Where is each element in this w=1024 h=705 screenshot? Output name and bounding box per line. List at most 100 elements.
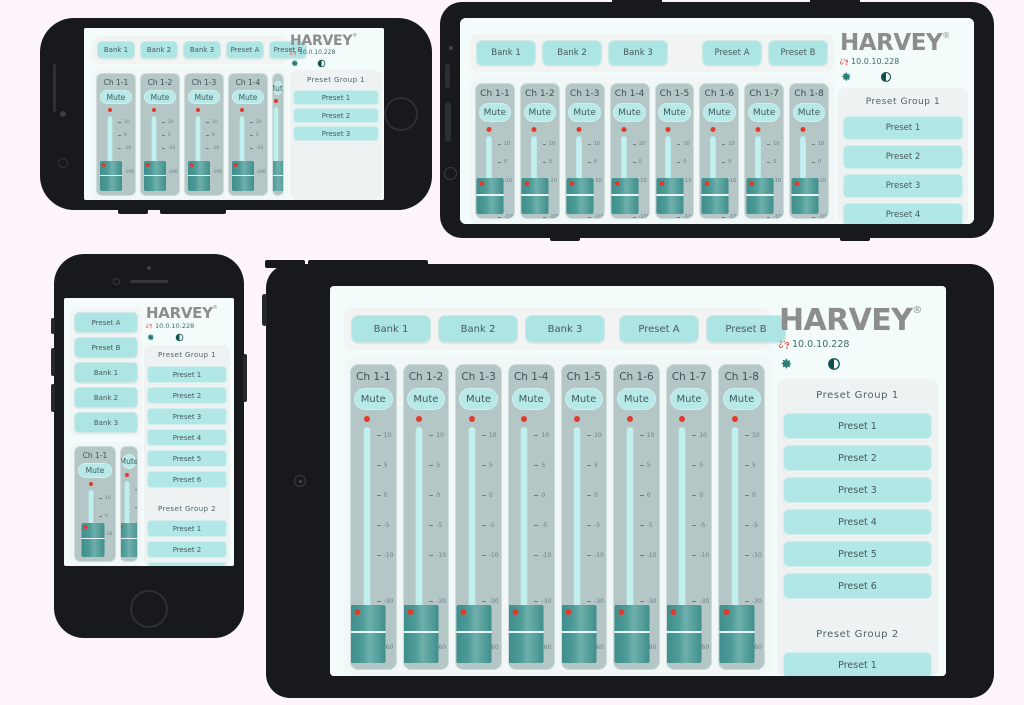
mute-button[interactable]: Mute: [613, 103, 646, 122]
tablet-volume-button[interactable]: [445, 102, 451, 142]
gear-icon[interactable]: [290, 59, 299, 68]
mute-button[interactable]: Mute: [121, 454, 137, 469]
preset-b-button[interactable]: Preset B: [768, 40, 828, 66]
phone-volume-up-button[interactable]: [51, 348, 55, 376]
preset-button[interactable]: Preset 2: [147, 541, 227, 558]
fader-handle[interactable]: [611, 178, 639, 214]
preset-button[interactable]: Preset 3: [293, 126, 379, 141]
preset-button[interactable]: Preset 2: [783, 445, 932, 471]
bank-button-1[interactable]: Bank 1: [476, 40, 536, 66]
fader-track[interactable]: [363, 427, 371, 659]
fader-track[interactable]: [520, 427, 528, 659]
preset-button[interactable]: Preset 4: [783, 509, 932, 535]
preset-a-button[interactable]: Preset A: [702, 40, 762, 66]
fader-track[interactable]: [731, 427, 739, 659]
preset-button[interactable]: Preset 3: [147, 562, 227, 566]
mute-button[interactable]: Mute: [231, 90, 265, 104]
fader-track[interactable]: [107, 116, 113, 187]
phone-power-button[interactable]: [243, 354, 247, 402]
fader-track[interactable]: [415, 427, 423, 659]
mute-button[interactable]: Mute: [722, 388, 761, 410]
mute-button[interactable]: Mute: [512, 388, 551, 410]
bank-button-3[interactable]: Bank 3: [608, 40, 668, 66]
fader-track[interactable]: [626, 427, 634, 659]
preset-button[interactable]: Preset 2: [293, 108, 379, 123]
preset-button[interactable]: Preset 2: [147, 387, 227, 404]
phone-home-button[interactable]: [384, 97, 418, 131]
preset-b-button[interactable]: Preset B: [706, 315, 786, 343]
fader-track[interactable]: [530, 136, 537, 210]
preset-button[interactable]: Preset 1: [147, 520, 227, 537]
fader-handle[interactable]: [121, 523, 137, 557]
fader-handle[interactable]: [561, 605, 597, 663]
preset-button[interactable]: Preset 3: [147, 408, 227, 425]
fader-handle[interactable]: [614, 605, 650, 663]
fader[interactable]: 100-10-100: [121, 473, 137, 557]
preset-button[interactable]: Preset 3: [783, 477, 932, 503]
fader-track[interactable]: [710, 136, 717, 210]
fader-track[interactable]: [573, 427, 581, 659]
fader-handle[interactable]: [456, 605, 492, 663]
preset-button[interactable]: Preset 1: [293, 90, 379, 105]
preset-a-button[interactable]: Preset A: [226, 41, 264, 59]
bank-button-1[interactable]: Bank 1: [97, 41, 135, 59]
tablet-power-button[interactable]: [262, 294, 267, 326]
preset-b-button[interactable]: Preset B: [74, 337, 138, 358]
mute-button[interactable]: Mute: [273, 81, 283, 95]
preset-a-button[interactable]: Preset A: [619, 315, 699, 343]
preset-a-button[interactable]: Preset A: [74, 312, 138, 333]
fader-handle[interactable]: [100, 161, 123, 191]
fader-track[interactable]: [468, 427, 476, 659]
bank-button-2[interactable]: Bank 2: [140, 41, 178, 59]
mute-button[interactable]: Mute: [568, 103, 601, 122]
preset-button[interactable]: Preset 6: [147, 471, 227, 488]
contrast-icon[interactable]: [317, 59, 326, 68]
fader-track[interactable]: [195, 116, 201, 187]
fader-track[interactable]: [800, 136, 806, 210]
mute-button[interactable]: Mute: [747, 103, 781, 122]
preset-button[interactable]: Preset 3: [843, 174, 963, 198]
mute-button[interactable]: Mute: [523, 103, 557, 122]
preset-b-button[interactable]: Preset B: [269, 41, 307, 59]
fader-track[interactable]: [485, 136, 492, 210]
fader-track[interactable]: [273, 107, 279, 187]
preset-button[interactable]: Preset 4: [147, 429, 227, 446]
fader-track[interactable]: [151, 116, 157, 187]
mute-button[interactable]: Mute: [617, 388, 656, 410]
fader-track[interactable]: [755, 136, 762, 210]
preset-button[interactable]: Preset 5: [147, 450, 227, 467]
gear-icon[interactable]: [146, 333, 155, 342]
fader-track[interactable]: [620, 136, 627, 210]
fader-track[interactable]: [665, 136, 672, 210]
mute-button[interactable]: Mute: [77, 463, 113, 478]
fader-handle[interactable]: [81, 523, 105, 557]
preset-button[interactable]: Preset 1: [147, 366, 227, 383]
mute-button[interactable]: Mute: [187, 90, 221, 104]
fader-handle[interactable]: [350, 605, 386, 663]
fader[interactable]: 100-10-100: [75, 482, 115, 557]
mute-button[interactable]: Mute: [792, 103, 826, 122]
mute-button[interactable]: Mute: [478, 103, 512, 122]
fader-track[interactable]: [124, 481, 130, 555]
preset-button[interactable]: Preset 1: [783, 413, 932, 439]
bank-button-1[interactable]: Bank 1: [74, 362, 138, 383]
mute-button[interactable]: Mute: [658, 103, 691, 122]
gear-icon[interactable]: [779, 357, 793, 371]
fader-handle[interactable]: [719, 605, 755, 663]
preset-button[interactable]: Preset 4: [843, 203, 963, 224]
mute-button[interactable]: Mute: [143, 90, 177, 104]
bank-button-2[interactable]: Bank 2: [74, 387, 138, 408]
bank-button-2[interactable]: Bank 2: [438, 315, 518, 343]
mute-button[interactable]: Mute: [99, 90, 133, 104]
